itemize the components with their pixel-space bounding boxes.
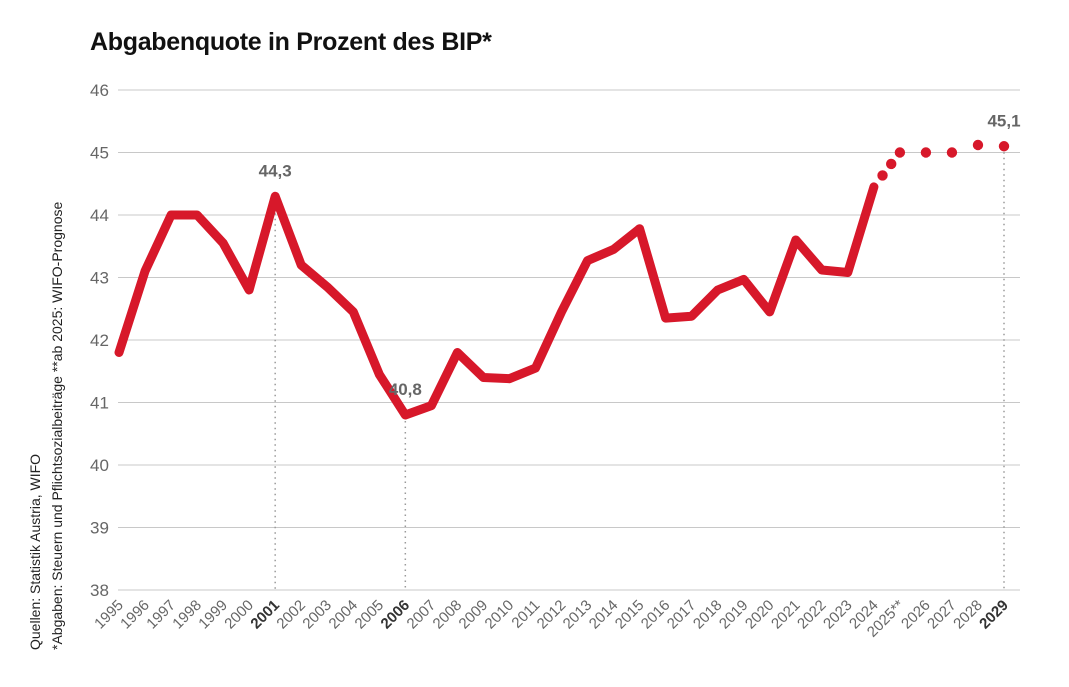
y-tick-label: 39 xyxy=(90,519,109,538)
x-tick-label: 2001 xyxy=(247,597,283,633)
x-tick-label: 1997 xyxy=(143,597,179,633)
series-layer xyxy=(114,139,1010,420)
x-tick-label: 2014 xyxy=(586,597,622,633)
x-tick-label: 2021 xyxy=(768,597,804,633)
source-notes: Quellen: Statistik Austria, WIFO *Abgabe… xyxy=(27,202,65,650)
x-tick-label: 2002 xyxy=(273,597,309,633)
y-tick-label: 42 xyxy=(90,331,109,350)
annotation-label-2006: 40,8 xyxy=(389,380,422,399)
y-tick-label: 45 xyxy=(90,144,109,163)
forecast-point-2025 xyxy=(894,147,906,158)
forecast-point-2029 xyxy=(998,141,1010,152)
x-tick-label: 2023 xyxy=(820,597,856,633)
x-tick-label: 2020 xyxy=(742,597,778,633)
x-tick-label: 2009 xyxy=(456,597,492,633)
x-tick-label: 2027 xyxy=(924,597,960,633)
x-tick-label: 2005 xyxy=(352,597,388,633)
forecast-transition-dot xyxy=(877,170,888,181)
x-tick-label: 2008 xyxy=(430,597,466,633)
grid-lines xyxy=(118,89,1020,591)
series-line-actual xyxy=(114,182,879,420)
x-tick-label: 2018 xyxy=(690,597,726,633)
y-axis-ticks: 38 39 40 41 42 43 44 45 46 xyxy=(90,81,109,600)
x-tick-label: 2019 xyxy=(716,597,752,633)
x-axis-ticks: 1995199619971998199920002001200220032004… xyxy=(91,597,1012,641)
forecast-point-2026 xyxy=(920,147,932,158)
forecast-transition-dot xyxy=(886,158,897,170)
x-tick-label: 1998 xyxy=(169,597,205,633)
forecast-point-2028 xyxy=(972,139,984,151)
x-tick-label: 1995 xyxy=(91,597,127,633)
x-tick-label: 2000 xyxy=(221,597,257,633)
x-tick-label: 2022 xyxy=(794,597,830,633)
x-tick-label: 2016 xyxy=(638,597,674,633)
x-tick-label: 2011 xyxy=(508,597,543,632)
source-line-1: Quellen: Statistik Austria, WIFO xyxy=(27,454,43,650)
annotation-labels: 44,3 40,8 45,1 xyxy=(259,111,1021,399)
annotation-label-2029: 45,1 xyxy=(987,111,1020,130)
x-tick-label: 2015 xyxy=(612,597,648,633)
x-tick-label: 2004 xyxy=(326,597,362,633)
x-tick-label: 2026 xyxy=(898,597,934,633)
y-tick-label: 44 xyxy=(90,206,109,225)
y-tick-label: 43 xyxy=(90,269,109,288)
annotation-label-2001: 44,3 xyxy=(259,161,292,180)
x-tick-label: 2013 xyxy=(560,597,596,633)
x-tick-label: 1996 xyxy=(117,597,153,633)
x-tick-label: 2003 xyxy=(299,597,335,633)
forecast-point-2027 xyxy=(946,147,958,158)
x-tick-label: 2028 xyxy=(950,597,986,633)
annotation-guides xyxy=(274,152,1005,590)
source-line-2: *Abgaben: Steuern und Pflichtsozialbeitr… xyxy=(49,202,65,650)
y-tick-label: 46 xyxy=(90,81,109,100)
y-tick-label: 40 xyxy=(90,456,109,475)
y-tick-label: 41 xyxy=(90,394,109,413)
x-tick-label: 2006 xyxy=(378,597,414,633)
x-tick-label: 1999 xyxy=(195,597,231,633)
x-tick-label: 2029 xyxy=(976,597,1012,633)
x-tick-label: 2007 xyxy=(404,597,440,633)
chart-title: Abgabenquote in Prozent des BIP* xyxy=(90,28,492,56)
x-tick-label: 2012 xyxy=(534,597,570,633)
y-tick-label: 38 xyxy=(90,581,109,600)
x-tick-label: 2010 xyxy=(482,597,518,633)
x-tick-label: 2017 xyxy=(664,597,700,633)
